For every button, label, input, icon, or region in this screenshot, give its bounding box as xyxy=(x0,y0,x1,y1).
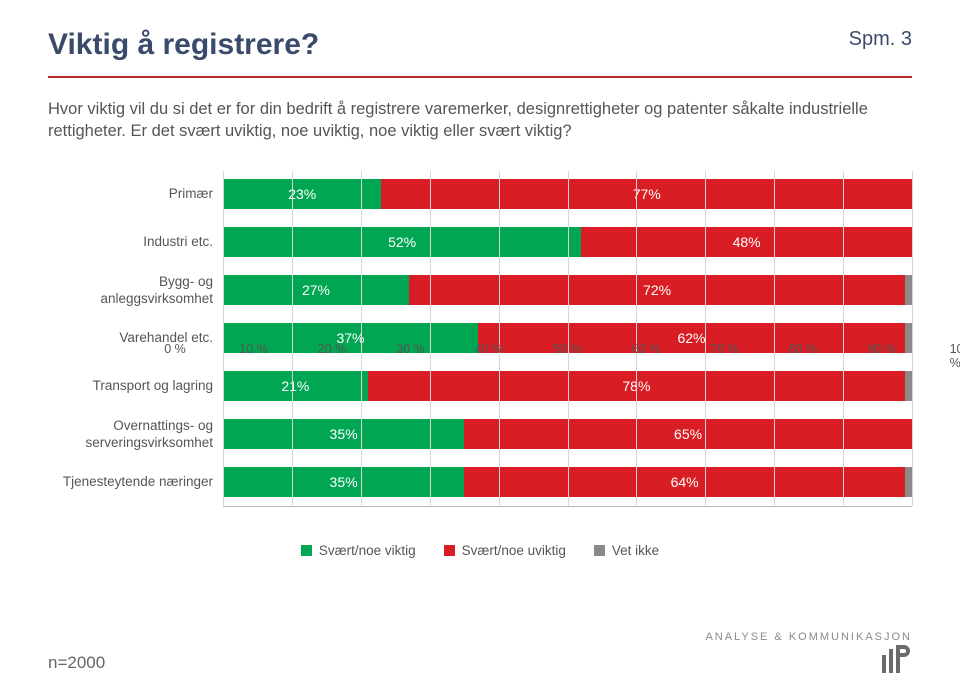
category-label: Primær xyxy=(48,171,223,219)
legend-swatch xyxy=(594,545,605,556)
x-tick-label: 100 % xyxy=(950,342,960,370)
bar-segment: 48% xyxy=(581,227,912,257)
category-label: Overnattings- og serveringsvirksomhet xyxy=(48,411,223,459)
x-tick-label: 0 % xyxy=(164,342,186,356)
bar-segment xyxy=(905,371,912,401)
category-label: Tjenesteytende næringer xyxy=(48,459,223,507)
question-text: Hvor viktig vil du si det er for din bed… xyxy=(48,98,912,143)
footer: n=2000 ANALYSE & KOMMUNIKASJON xyxy=(0,631,960,673)
bar-segment: 23% xyxy=(223,179,381,209)
x-tick-label: 40 % xyxy=(475,342,504,356)
legend-item: Vet ikke xyxy=(594,543,659,558)
header-row: Viktig å registrere? Spm. 3 xyxy=(48,28,912,76)
x-tick-label: 50 % xyxy=(553,342,582,356)
bar-segment: 52% xyxy=(223,227,581,257)
page-title: Viktig å registrere? xyxy=(48,28,319,62)
page: Viktig å registrere? Spm. 3 Hvor viktig … xyxy=(0,0,960,687)
x-tick-label: 60 % xyxy=(632,342,661,356)
bar-segment xyxy=(905,467,912,497)
x-tick-label: 20 % xyxy=(318,342,347,356)
x-tick-label: 90 % xyxy=(867,342,896,356)
brand-text: ANALYSE & KOMMUNIKASJON xyxy=(705,631,912,643)
legend-item: Svært/noe uviktig xyxy=(444,543,566,558)
bar-segment xyxy=(905,275,912,305)
legend-item: Svært/noe viktig xyxy=(301,543,416,558)
legend-label: Vet ikke xyxy=(612,543,659,558)
n-note: n=2000 xyxy=(48,653,105,673)
legend-label: Svært/noe uviktig xyxy=(462,543,566,558)
bar-segment: 35% xyxy=(223,467,464,497)
legend: Svært/noe viktig Svært/noe uviktig Vet ikk… xyxy=(48,543,912,558)
legend-label: Svært/noe viktig xyxy=(319,543,416,558)
bar-segment: 35% xyxy=(223,419,464,449)
bar-segment: 72% xyxy=(409,275,905,305)
legend-swatch xyxy=(301,545,312,556)
bar-segment: 77% xyxy=(381,179,912,209)
x-tick-label: 80 % xyxy=(789,342,818,356)
brand-logo-icon xyxy=(882,645,912,673)
bar-segment: 27% xyxy=(223,275,409,305)
bar-segment: 21% xyxy=(223,371,368,401)
x-tick-label: 30 % xyxy=(396,342,425,356)
bar-segment: 64% xyxy=(464,467,905,497)
x-axis-ticks: 0 %10 %20 %30 %40 %50 %60 %70 %80 %90 %1… xyxy=(175,338,960,356)
category-label: Bygg- og anleggsvirksomhet xyxy=(48,267,223,315)
legend-swatch xyxy=(444,545,455,556)
x-tick-label: 10 % xyxy=(239,342,268,356)
title-rule xyxy=(48,76,912,78)
brand: ANALYSE & KOMMUNIKASJON xyxy=(705,631,912,673)
bar-segment: 65% xyxy=(464,419,912,449)
question-number: Spm. 3 xyxy=(849,28,912,51)
x-tick-label: 70 % xyxy=(710,342,739,356)
category-label: Industri etc. xyxy=(48,219,223,267)
category-label: Transport og lagring xyxy=(48,363,223,411)
